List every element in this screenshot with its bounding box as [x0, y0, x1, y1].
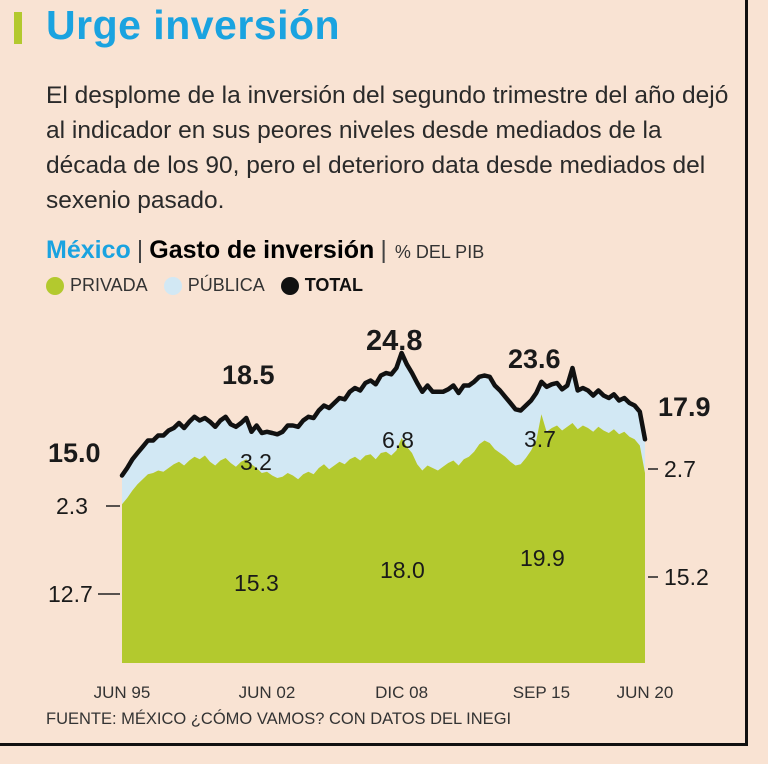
- x-tick-label: DIC 08: [375, 683, 428, 702]
- annotation-total-label: 24.8: [366, 325, 422, 357]
- annotation-publica-label: 6.8: [382, 427, 414, 453]
- legend-total-label: TOTAL: [304, 275, 364, 295]
- chart-legend: PRIVADA PÚBLICA TOTAL: [46, 275, 379, 296]
- investment-area-chart: JUN 95 JUN 02 DIC 08 SEP 15 JUN 20 15.0 18.5 24…: [48, 325, 711, 702]
- chart-heading-separator: |: [136, 236, 144, 264]
- legend-public-swatch: [163, 276, 182, 295]
- x-tick-label: SEP 15: [513, 683, 570, 702]
- annotation-privada-label: 18.0: [380, 557, 425, 583]
- x-tick-label: JUN 20: [617, 683, 674, 702]
- page-frame: [0, 0, 748, 746]
- annotation-privada-label: 12.7: [48, 581, 93, 607]
- x-tick-label: JUN 95: [94, 683, 151, 702]
- legend-public-label: PÚBLICA: [187, 275, 265, 295]
- legend-item-total: TOTAL: [280, 275, 364, 296]
- chart-measure: Gasto de inversión: [149, 236, 375, 264]
- annotation-publica-label: 2.3: [56, 493, 88, 519]
- annotation-total-label: 23.6: [508, 344, 561, 374]
- annotation-total-label: 18.5: [222, 360, 275, 390]
- annotation-privada-label: 19.9: [520, 545, 565, 571]
- public-area: [122, 353, 645, 505]
- total-line: [119, 350, 648, 478]
- private-area: [122, 414, 645, 663]
- annotation-publica-label: 3.7: [524, 426, 556, 452]
- legend-item-private: PRIVADA: [46, 275, 148, 296]
- title-accent-bar: [14, 12, 22, 44]
- legend-private-swatch: [46, 276, 64, 295]
- x-tick-label: JUN 02: [239, 683, 296, 702]
- page-title: Urge inversión: [46, 2, 341, 48]
- legend-private-label: PRIVADA: [70, 275, 148, 295]
- annotation-privada-label: 15.2: [664, 564, 709, 590]
- chart-unit: % DEL PIB: [394, 242, 485, 262]
- annotation-publica-label: 2.7: [664, 456, 696, 482]
- legend-total-swatch: [280, 276, 299, 295]
- intro-paragraph: El desplome de la inversión del segundo …: [46, 82, 729, 214]
- source-note: FUENTE: MÉXICO ¿CÓMO VAMOS? CON DATOS DE…: [46, 710, 512, 728]
- annotation-publica-label: 3.2: [240, 449, 272, 475]
- annotation-total-label: 15.0: [48, 438, 101, 468]
- annotation-privada-label: 15.3: [234, 570, 279, 596]
- annotation-total-label: 17.9: [658, 392, 711, 422]
- chart-heading: México | Gasto de inversión |% DEL PIB: [46, 236, 484, 265]
- chart-country: México: [46, 236, 131, 264]
- chart-heading-separator-2: |: [380, 236, 387, 264]
- legend-item-public: PÚBLICA: [163, 275, 265, 296]
